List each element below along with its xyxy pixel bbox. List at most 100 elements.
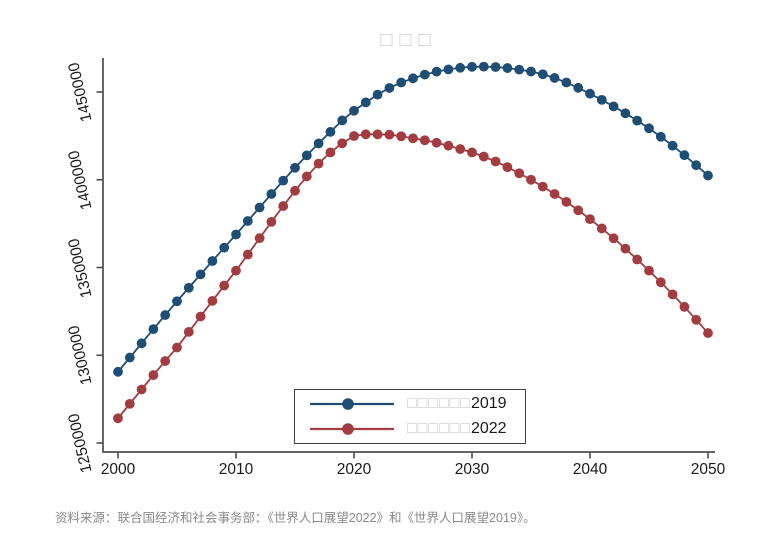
data-point [172,342,182,353]
data-point [514,168,525,179]
data-point [443,140,454,151]
data-point [419,69,430,80]
data-point [490,156,501,167]
axis-spines [102,58,715,453]
data-point [549,73,560,83]
data-point [691,160,702,171]
data-point [431,137,442,148]
data-point [585,214,595,225]
legend-label-year: 2022 [470,420,507,437]
data-point [160,356,171,366]
data-point [254,202,265,213]
x-tick-label: 2020 [336,461,372,478]
series-line-2019 [117,65,709,373]
data-point [384,129,395,140]
data-point [396,131,407,142]
x-tick-label: 2040 [572,461,608,478]
legend-item-2022: □□□□□□2022 [295,418,525,440]
data-point [620,243,631,254]
data-point [526,174,536,185]
data-point [408,133,418,144]
legend-label-missing-glyphs: □□□□□□ [407,420,471,437]
data-point [467,61,477,72]
data-point [537,181,548,192]
data-point [231,229,241,240]
data-point [478,61,489,72]
data-point [561,77,572,88]
data-point [278,201,289,211]
data-point [561,196,572,207]
data-point [207,256,218,266]
data-point [313,158,324,169]
data-point [372,129,383,140]
x-tick-label: 2000 [100,461,136,478]
data-point [183,282,194,293]
legend-label-year: 2019 [470,395,507,412]
legend-label-missing-glyphs: □□□□□□ [407,395,471,412]
data-point [632,254,643,265]
data-point [490,62,501,72]
data-point [478,151,489,162]
data-point [183,327,194,337]
legend-line-dot-swatch-2022 [310,423,394,435]
data-point [360,129,371,140]
data-point [219,280,230,291]
data-point [632,115,643,126]
data-point [290,185,300,196]
chart-title: □□□ [103,29,715,51]
data-point [596,94,607,105]
data-point [608,101,619,112]
data-point [573,82,584,93]
data-point [655,131,666,142]
data-point [349,131,359,141]
data-point [408,73,418,84]
data-point [325,126,336,137]
data-point [242,249,253,260]
data-point [349,105,359,116]
legend: □□□□□□2019 □□□□□□2022 [294,389,526,444]
data-point [337,115,348,126]
legend-item-2019: □□□□□□2019 [295,393,525,415]
data-point [231,265,241,276]
data-point [124,398,135,409]
data-point [219,242,230,253]
legend-label-2022: □□□□□□2022 [407,420,507,438]
data-point [526,66,536,77]
data-point [290,162,300,173]
data-point [537,69,548,80]
data-point [502,162,513,173]
data-point [703,328,713,338]
data-point [502,63,513,73]
data-point [278,175,289,186]
data-point [596,223,607,234]
data-point [360,97,371,108]
data-point [160,310,171,320]
data-point [667,289,678,300]
data-point [325,147,336,158]
data-point [207,295,218,306]
data-point [691,314,702,325]
data-point [644,123,654,134]
data-point [136,384,147,395]
data-point [195,269,206,280]
data-point [384,83,395,93]
data-point [467,147,477,158]
data-point [419,135,430,146]
data-point [266,189,277,199]
legend-line-dot-swatch-2019 [310,398,394,410]
x-tick-label: 2010 [218,461,254,478]
data-point [585,88,595,99]
data-point [113,413,123,424]
data-point [313,138,324,149]
data-point [172,296,182,307]
data-point [455,62,466,73]
data-point [254,233,265,244]
data-point [148,324,159,335]
x-tick-label: 2030 [454,461,490,478]
data-point [703,170,713,181]
data-point [301,171,312,182]
data-point [372,89,383,100]
source-caption: 资料来源：联合国经济和社会事务部：《世界人口展望2022》和《世界人口展望201… [55,511,536,525]
data-point [455,144,466,154]
